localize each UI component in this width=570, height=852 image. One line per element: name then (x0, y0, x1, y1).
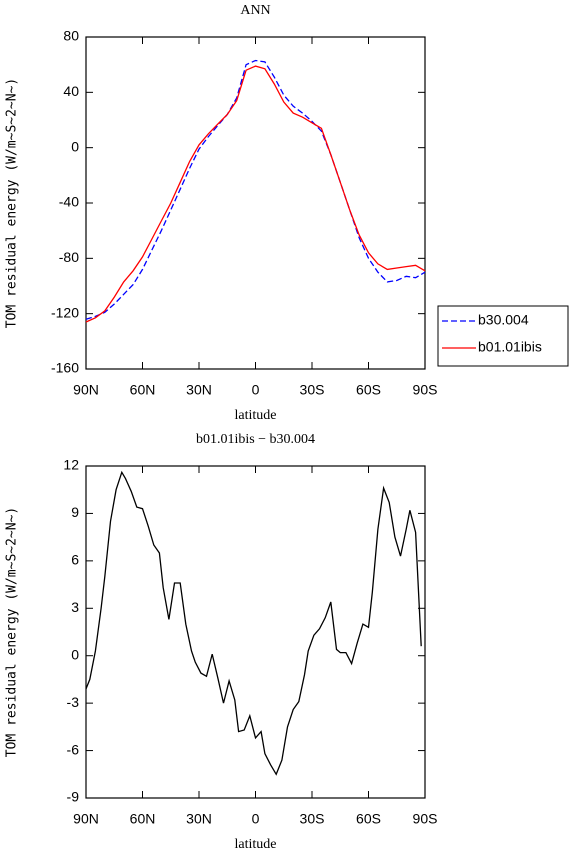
x-tick-label: 60S (356, 811, 381, 827)
x-tick-label: 90N (73, 811, 99, 827)
x-tick-label: 30S (300, 811, 325, 827)
y-tick-label: -9 (67, 789, 80, 805)
y-tick-label: -160 (51, 360, 79, 376)
y-tick-label: -120 (51, 304, 79, 320)
y-tick-label: -80 (59, 249, 79, 265)
x-axis-label: latitude (235, 837, 277, 852)
y-tick-label: -3 (67, 694, 80, 710)
y-tick-label: 3 (71, 599, 79, 615)
x-tick-label: 0 (252, 811, 260, 827)
plot-frame (85, 36, 426, 370)
y-tick-label: 12 (63, 457, 79, 473)
plot-frame (85, 465, 426, 799)
x-tick-label: 30N (186, 382, 212, 398)
series-line (85, 470, 422, 776)
y-tick-label: -40 (59, 194, 79, 210)
y-tick-label: 6 (71, 552, 79, 568)
y-tick-label: 0 (71, 138, 79, 154)
y-tick-label: -6 (67, 741, 80, 757)
x-tick-label: 30S (300, 382, 325, 398)
legend-label: b30.004 (478, 312, 529, 328)
y-axis-label: TOM residual energy (W/m~S~2~N~) (5, 507, 20, 757)
legend-box (437, 305, 569, 367)
y-tick-label: 9 (71, 504, 79, 520)
x-tick-label: 0 (252, 382, 260, 398)
chart-title: ANN (240, 3, 270, 18)
x-tick-label: 90N (73, 382, 99, 398)
series-line (85, 65, 426, 323)
chart-title: b01.01ibis − b30.004 (196, 432, 315, 447)
y-axis-label: TOM residual energy (W/m~S~2~N~) (5, 78, 20, 328)
x-tick-label: 90S (413, 382, 438, 398)
x-tick-label: 60N (130, 382, 156, 398)
x-axis-label: latitude (235, 408, 277, 423)
x-tick-label: 60S (356, 382, 381, 398)
y-tick-label: 40 (63, 83, 79, 99)
x-tick-label: 30N (186, 811, 212, 827)
y-tick-label: 0 (71, 646, 79, 662)
y-tick-label: 80 (63, 28, 79, 44)
x-tick-label: 90S (413, 811, 438, 827)
x-tick-label: 60N (130, 811, 156, 827)
legend-label: b01.01ibis (478, 339, 542, 355)
series-line (85, 59, 426, 320)
